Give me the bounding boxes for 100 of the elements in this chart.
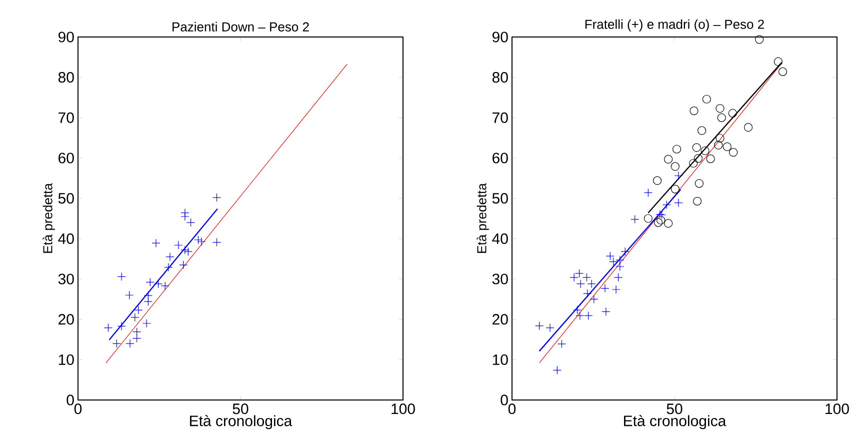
- point: [690, 106, 698, 116]
- point: [160, 282, 170, 290]
- point: [716, 104, 724, 113]
- point: [755, 35, 764, 44]
- point: [179, 260, 188, 270]
- point: [126, 339, 134, 348]
- point: [587, 280, 596, 288]
- point: [717, 113, 726, 122]
- y-tick-label: 30: [58, 274, 74, 284]
- point: [620, 247, 630, 256]
- point: [702, 94, 711, 104]
- y-tick-label: 20: [492, 314, 508, 325]
- point: [778, 67, 788, 76]
- chart-title: Pazienti Down – Peso 2: [172, 22, 309, 32]
- x-tick-label: 0: [508, 404, 516, 414]
- point: [652, 176, 662, 185]
- point: [662, 200, 672, 210]
- point: [612, 285, 620, 294]
- point: [104, 324, 113, 332]
- point: [654, 218, 663, 227]
- point: [694, 179, 704, 188]
- point: [698, 126, 706, 135]
- point: [557, 340, 566, 348]
- point: [132, 328, 142, 336]
- point: [546, 324, 554, 332]
- x-tick-label: 100: [826, 404, 849, 414]
- point: [670, 162, 680, 171]
- y-tick-label: 90: [492, 32, 508, 42]
- y-tick-label: 40: [58, 233, 74, 244]
- y-tick-label: 0: [66, 394, 74, 406]
- point: [664, 219, 673, 228]
- y-tick-label: 10: [492, 354, 508, 365]
- y-tick-label: 0: [500, 394, 508, 406]
- x-tick-label: 100: [392, 404, 415, 414]
- point: [728, 108, 737, 118]
- chart-title: Fratelli (+) e madri (o) – Peso 2: [585, 19, 764, 32]
- point: [616, 262, 624, 271]
- point: [706, 154, 715, 164]
- point: [674, 171, 683, 180]
- x-tick-label: 50: [232, 404, 248, 414]
- point: [644, 188, 652, 197]
- point: [144, 297, 153, 306]
- point: [132, 334, 142, 343]
- point: [616, 256, 624, 264]
- point: [692, 143, 701, 152]
- point: [584, 311, 593, 320]
- point: [602, 307, 610, 316]
- y-tick-label: 10: [58, 354, 74, 365]
- point: [674, 198, 683, 208]
- point: [197, 237, 206, 246]
- point: [744, 123, 753, 132]
- y-tick-label: 70: [492, 112, 508, 123]
- point: [590, 294, 598, 304]
- point: [180, 212, 190, 221]
- point: [152, 238, 160, 248]
- point: [212, 238, 222, 247]
- y-tick-label: 80: [58, 72, 74, 83]
- point: [600, 284, 610, 293]
- point: [576, 280, 585, 288]
- point: [186, 218, 196, 227]
- point: [670, 184, 680, 194]
- y-tick-label: 30: [492, 274, 508, 284]
- point: [630, 215, 640, 224]
- point: [582, 273, 592, 282]
- point: [729, 148, 738, 157]
- point: [570, 273, 578, 282]
- point: [664, 154, 673, 164]
- point: [722, 142, 732, 152]
- y-tick-label: 80: [492, 72, 508, 83]
- x-tick-label: 0: [74, 404, 82, 414]
- point: [184, 247, 192, 256]
- y-tick-label: 20: [58, 314, 74, 325]
- y-tick-label: 70: [58, 112, 74, 123]
- point: [212, 193, 222, 202]
- y-tick-label: 50: [492, 193, 508, 204]
- y-tick-label: 50: [58, 193, 74, 204]
- point: [689, 158, 698, 168]
- point: [700, 146, 710, 156]
- y-axis-title: Età predetta: [42, 183, 55, 253]
- point: [134, 306, 143, 314]
- y-tick-label: 60: [58, 152, 74, 164]
- point: [672, 144, 682, 154]
- point: [112, 339, 121, 348]
- point: [180, 246, 190, 254]
- point: [144, 291, 153, 300]
- point: [583, 289, 592, 298]
- point: [164, 263, 173, 272]
- point: [125, 290, 134, 300]
- point: [130, 313, 140, 322]
- point: [644, 214, 652, 223]
- point: [658, 210, 666, 220]
- point: [142, 319, 151, 328]
- y-axis-title: Età predetta: [476, 183, 489, 253]
- point: [117, 272, 126, 281]
- point: [714, 140, 723, 150]
- point: [574, 269, 584, 278]
- point: [166, 252, 174, 262]
- y-tick-label: 40: [492, 233, 508, 244]
- point: [716, 134, 724, 143]
- point: [694, 154, 703, 163]
